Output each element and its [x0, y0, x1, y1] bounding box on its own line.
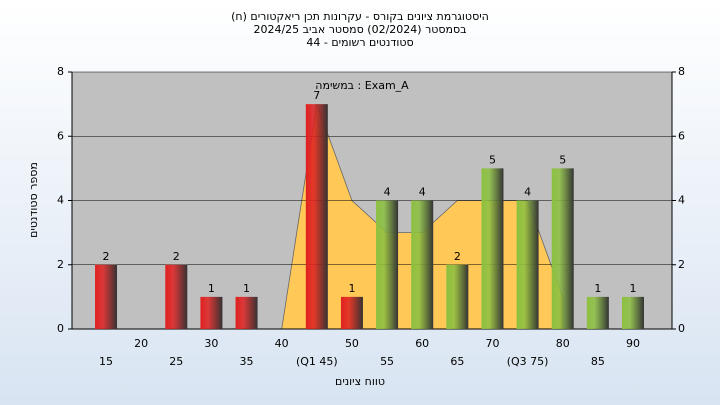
y-tick-label: 6 — [57, 129, 64, 142]
bar — [200, 296, 223, 329]
y-tick-label: 4 — [678, 194, 685, 207]
x-tick-label: 55 — [380, 355, 394, 368]
data-label: 1 — [243, 282, 250, 295]
y-tick-label: 0 — [678, 322, 685, 335]
x-tick-label: 40 — [275, 337, 289, 350]
bar — [446, 264, 469, 329]
x-tick-label: 60 — [415, 337, 429, 350]
x-tick-label: 70 — [485, 337, 499, 350]
annotation: במשימה : Exam_A — [315, 79, 409, 92]
x-tick-label: 25 — [169, 355, 183, 368]
y-tick-label: 4 — [57, 194, 64, 207]
bar — [235, 296, 258, 329]
data-label: 7 — [313, 89, 320, 102]
y-tick-label: 2 — [57, 258, 64, 271]
bar — [305, 104, 328, 329]
y-tick-label: 8 — [57, 65, 64, 78]
bar — [165, 264, 188, 329]
data-label: 1 — [208, 282, 215, 295]
chart-subtitle: סטודנטים רשומים - 44 — [306, 36, 413, 49]
x-tick-label: 35 — [240, 355, 254, 368]
data-label: 4 — [419, 186, 426, 199]
data-label: 1 — [629, 282, 636, 295]
data-label: 1 — [594, 282, 601, 295]
data-label: 5 — [559, 153, 566, 166]
data-label: 1 — [348, 282, 355, 295]
bar — [340, 296, 363, 329]
bar — [586, 296, 609, 329]
data-label: 2 — [454, 250, 461, 263]
bar — [516, 200, 539, 329]
x-axis-label: טווח ציונים — [335, 375, 385, 388]
x-tick-label: 65 — [450, 355, 464, 368]
bar — [411, 200, 434, 329]
x-tick-label: (Q1 45) — [296, 355, 338, 368]
bar — [551, 168, 574, 329]
data-label: 2 — [103, 250, 110, 263]
y-tick-label: 8 — [678, 65, 685, 78]
x-tick-label: 80 — [556, 337, 570, 350]
bar — [376, 200, 399, 329]
data-label: 4 — [384, 186, 391, 199]
x-tick-label: 20 — [134, 337, 148, 350]
y-tick-label: 6 — [678, 129, 685, 142]
y-tick-label: 2 — [678, 258, 685, 271]
data-label: 4 — [524, 186, 531, 199]
x-tick-label: (Q3 75) — [507, 355, 549, 368]
x-tick-label: 30 — [204, 337, 218, 350]
x-tick-label: 85 — [591, 355, 605, 368]
y-tick-label: 0 — [57, 322, 64, 335]
bar — [621, 296, 644, 329]
bar — [481, 168, 504, 329]
x-tick-label: 15 — [99, 355, 113, 368]
y-axis-label: מספר סטודנטים — [27, 162, 40, 238]
x-tick-label: 50 — [345, 337, 359, 350]
data-label: 5 — [489, 153, 496, 166]
chart-subtitle: בסמסטר (02/2024) סמסטר אביב 2024/25 — [253, 23, 466, 36]
bar — [95, 264, 118, 329]
data-label: 2 — [173, 250, 180, 263]
x-tick-label: 90 — [626, 337, 640, 350]
chart-title: (היסטוגרמת ציונים בקורס - עקרונות תכן רי… — [231, 10, 489, 23]
